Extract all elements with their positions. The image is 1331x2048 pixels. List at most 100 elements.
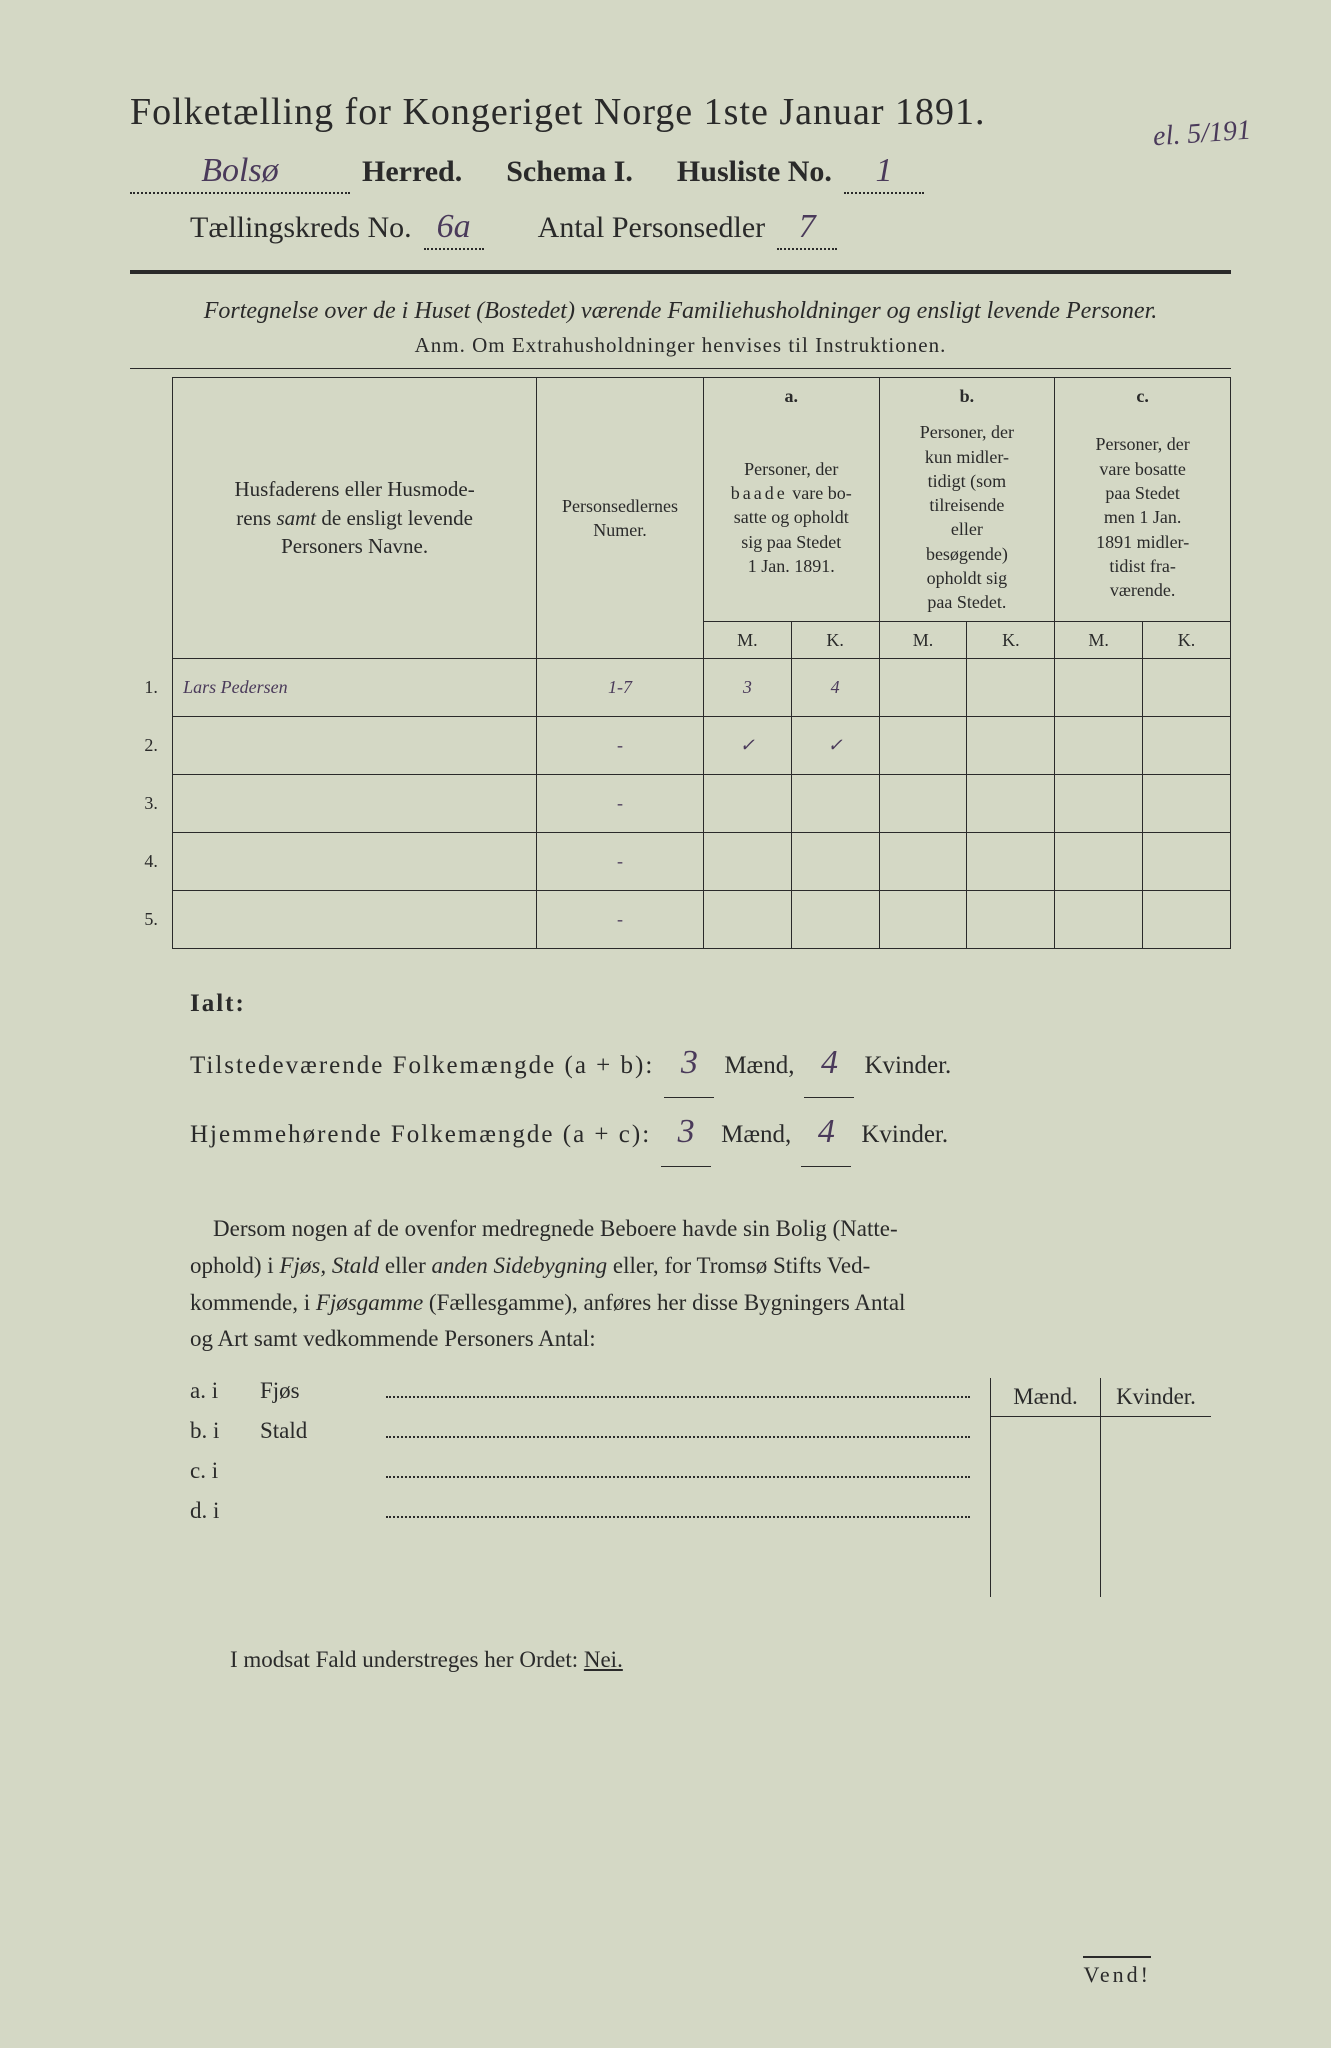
table-row: 1.Lars Pedersen1-734	[130, 658, 1231, 716]
building-mk-table: Mænd. Kvinder.	[990, 1378, 1211, 1597]
group-c-label: c.	[1063, 384, 1222, 408]
building-row-label: b. i	[190, 1418, 260, 1444]
building-k-col	[1101, 1417, 1211, 1597]
group-b-label: b.	[888, 384, 1047, 408]
name-cell	[173, 832, 537, 890]
table-row: 3. -	[130, 774, 1231, 832]
num-cell: -	[537, 774, 704, 832]
b-k-cell	[967, 716, 1055, 774]
rule-2	[130, 368, 1231, 369]
row-number: 3.	[130, 774, 173, 832]
building-paragraph: Dersom nogen af de ovenfor medregnede Be…	[190, 1211, 1211, 1358]
b-m-label: M.	[879, 621, 967, 658]
group-a-text: Personer, derbaade vare bo-satte og opho…	[703, 414, 879, 621]
group-c-text: Personer, dervare bosattepaa Stedetmen 1…	[1055, 414, 1231, 621]
antal-label: Antal Personsedler	[538, 211, 765, 245]
c-m-cell	[1055, 774, 1143, 832]
c-k-cell	[1143, 890, 1231, 948]
building-m-col	[991, 1417, 1101, 1597]
kreds-value: 6a	[424, 208, 484, 250]
nei-line: I modsat Fald understreges her Ordet: Ne…	[230, 1647, 1211, 1673]
dotted-line	[386, 1396, 970, 1398]
a-k-cell	[791, 890, 879, 948]
ialt-l2-k: 4	[801, 1098, 851, 1167]
kreds-label: Tællingskreds No.	[190, 211, 412, 245]
c-m-label: M.	[1055, 621, 1143, 658]
antal-value: 7	[777, 208, 837, 250]
b-m-cell	[879, 774, 967, 832]
table-row: 4. -	[130, 832, 1231, 890]
husliste-value: 1	[844, 152, 924, 194]
group-a-label: a.	[712, 384, 871, 408]
b-m-cell	[879, 832, 967, 890]
a-m-cell: 3	[703, 658, 791, 716]
c-m-cell	[1055, 658, 1143, 716]
building-m-label: Mænd.	[991, 1378, 1101, 1416]
a-k-cell: 4	[791, 658, 879, 716]
a-k-cell: ✓	[791, 716, 879, 774]
c-m-cell	[1055, 832, 1143, 890]
maend-label-2: Mænd,	[721, 1110, 791, 1160]
dotted-line	[386, 1476, 970, 1478]
herred-value: Bolsø	[130, 152, 350, 194]
b-k-label: K.	[967, 621, 1055, 658]
nei-word: Nei.	[584, 1647, 623, 1672]
a-m-label: M.	[703, 621, 791, 658]
building-row: d. i	[190, 1498, 970, 1524]
name-cell	[173, 890, 537, 948]
row-number: 1.	[130, 658, 173, 716]
row-number: 5.	[130, 890, 173, 948]
totals-block: Ialt: Tilstedeværende Folkemængde (a + b…	[190, 979, 1231, 1167]
anm-note: Anm. Om Extrahusholdninger henvises til …	[130, 333, 1231, 358]
building-row-label: c. i	[190, 1458, 260, 1484]
building-type: Stald	[260, 1418, 380, 1444]
a-k-cell	[791, 832, 879, 890]
building-row-label: d. i	[190, 1498, 260, 1524]
num-cell: -	[537, 890, 704, 948]
vend-label: Vend!	[1083, 1956, 1151, 1988]
a-m-cell	[703, 774, 791, 832]
building-row-label: a. i	[190, 1378, 260, 1404]
a-m-cell: ✓	[703, 716, 791, 774]
a-m-cell	[703, 832, 791, 890]
husliste-label: Husliste No.	[677, 155, 832, 189]
a-m-cell	[703, 890, 791, 948]
b-k-cell	[967, 774, 1055, 832]
ialt-l1-m: 3	[664, 1029, 714, 1098]
ialt-line1-label: Tilstedeværende Folkemængde (a + b):	[190, 1041, 654, 1091]
num-cell: -	[537, 832, 704, 890]
b-m-cell	[879, 890, 967, 948]
building-type: Fjøs	[260, 1378, 380, 1404]
c-k-label: K.	[1143, 621, 1231, 658]
building-k-label: Kvinder.	[1101, 1378, 1211, 1416]
building-block: a. iFjøsb. iStaldc. id. i Mænd. Kvinder.	[190, 1378, 1211, 1597]
b-k-cell	[967, 658, 1055, 716]
subtitle: Fortegnelse over de i Huset (Bostedet) v…	[130, 298, 1231, 325]
c-k-cell	[1143, 832, 1231, 890]
header-line-2: Bolsø Herred. Schema I. Husliste No. 1	[130, 152, 1231, 194]
kvinder-label-1: Kvinder.	[864, 1041, 951, 1091]
c-m-cell	[1055, 716, 1143, 774]
name-cell: Lars Pedersen	[173, 658, 537, 716]
c-k-cell	[1143, 658, 1231, 716]
b-k-cell	[967, 832, 1055, 890]
name-cell	[173, 774, 537, 832]
group-b-text: Personer, derkun midler-tidigt (somtilre…	[879, 414, 1055, 621]
maend-label-1: Mænd,	[724, 1041, 794, 1091]
building-row: c. i	[190, 1458, 970, 1484]
table-row: 5. -	[130, 890, 1231, 948]
ialt-line2-label: Hjemmehørende Folkemængde (a + c):	[190, 1110, 651, 1160]
c-m-cell	[1055, 890, 1143, 948]
corner-note: el. 5/191	[1152, 115, 1252, 154]
name-cell	[173, 716, 537, 774]
b-k-cell	[967, 890, 1055, 948]
dotted-line	[386, 1436, 970, 1438]
building-row: b. iStald	[190, 1418, 970, 1444]
header-line-3: Tællingskreds No. 6a Antal Personsedler …	[130, 208, 1231, 250]
a-k-cell	[791, 774, 879, 832]
row-number: 4.	[130, 832, 173, 890]
c-k-cell	[1143, 774, 1231, 832]
a-k-label: K.	[791, 621, 879, 658]
num-cell: 1-7	[537, 658, 704, 716]
col-name-header: Husfaderens eller Husmode-rens samt de e…	[234, 477, 474, 558]
